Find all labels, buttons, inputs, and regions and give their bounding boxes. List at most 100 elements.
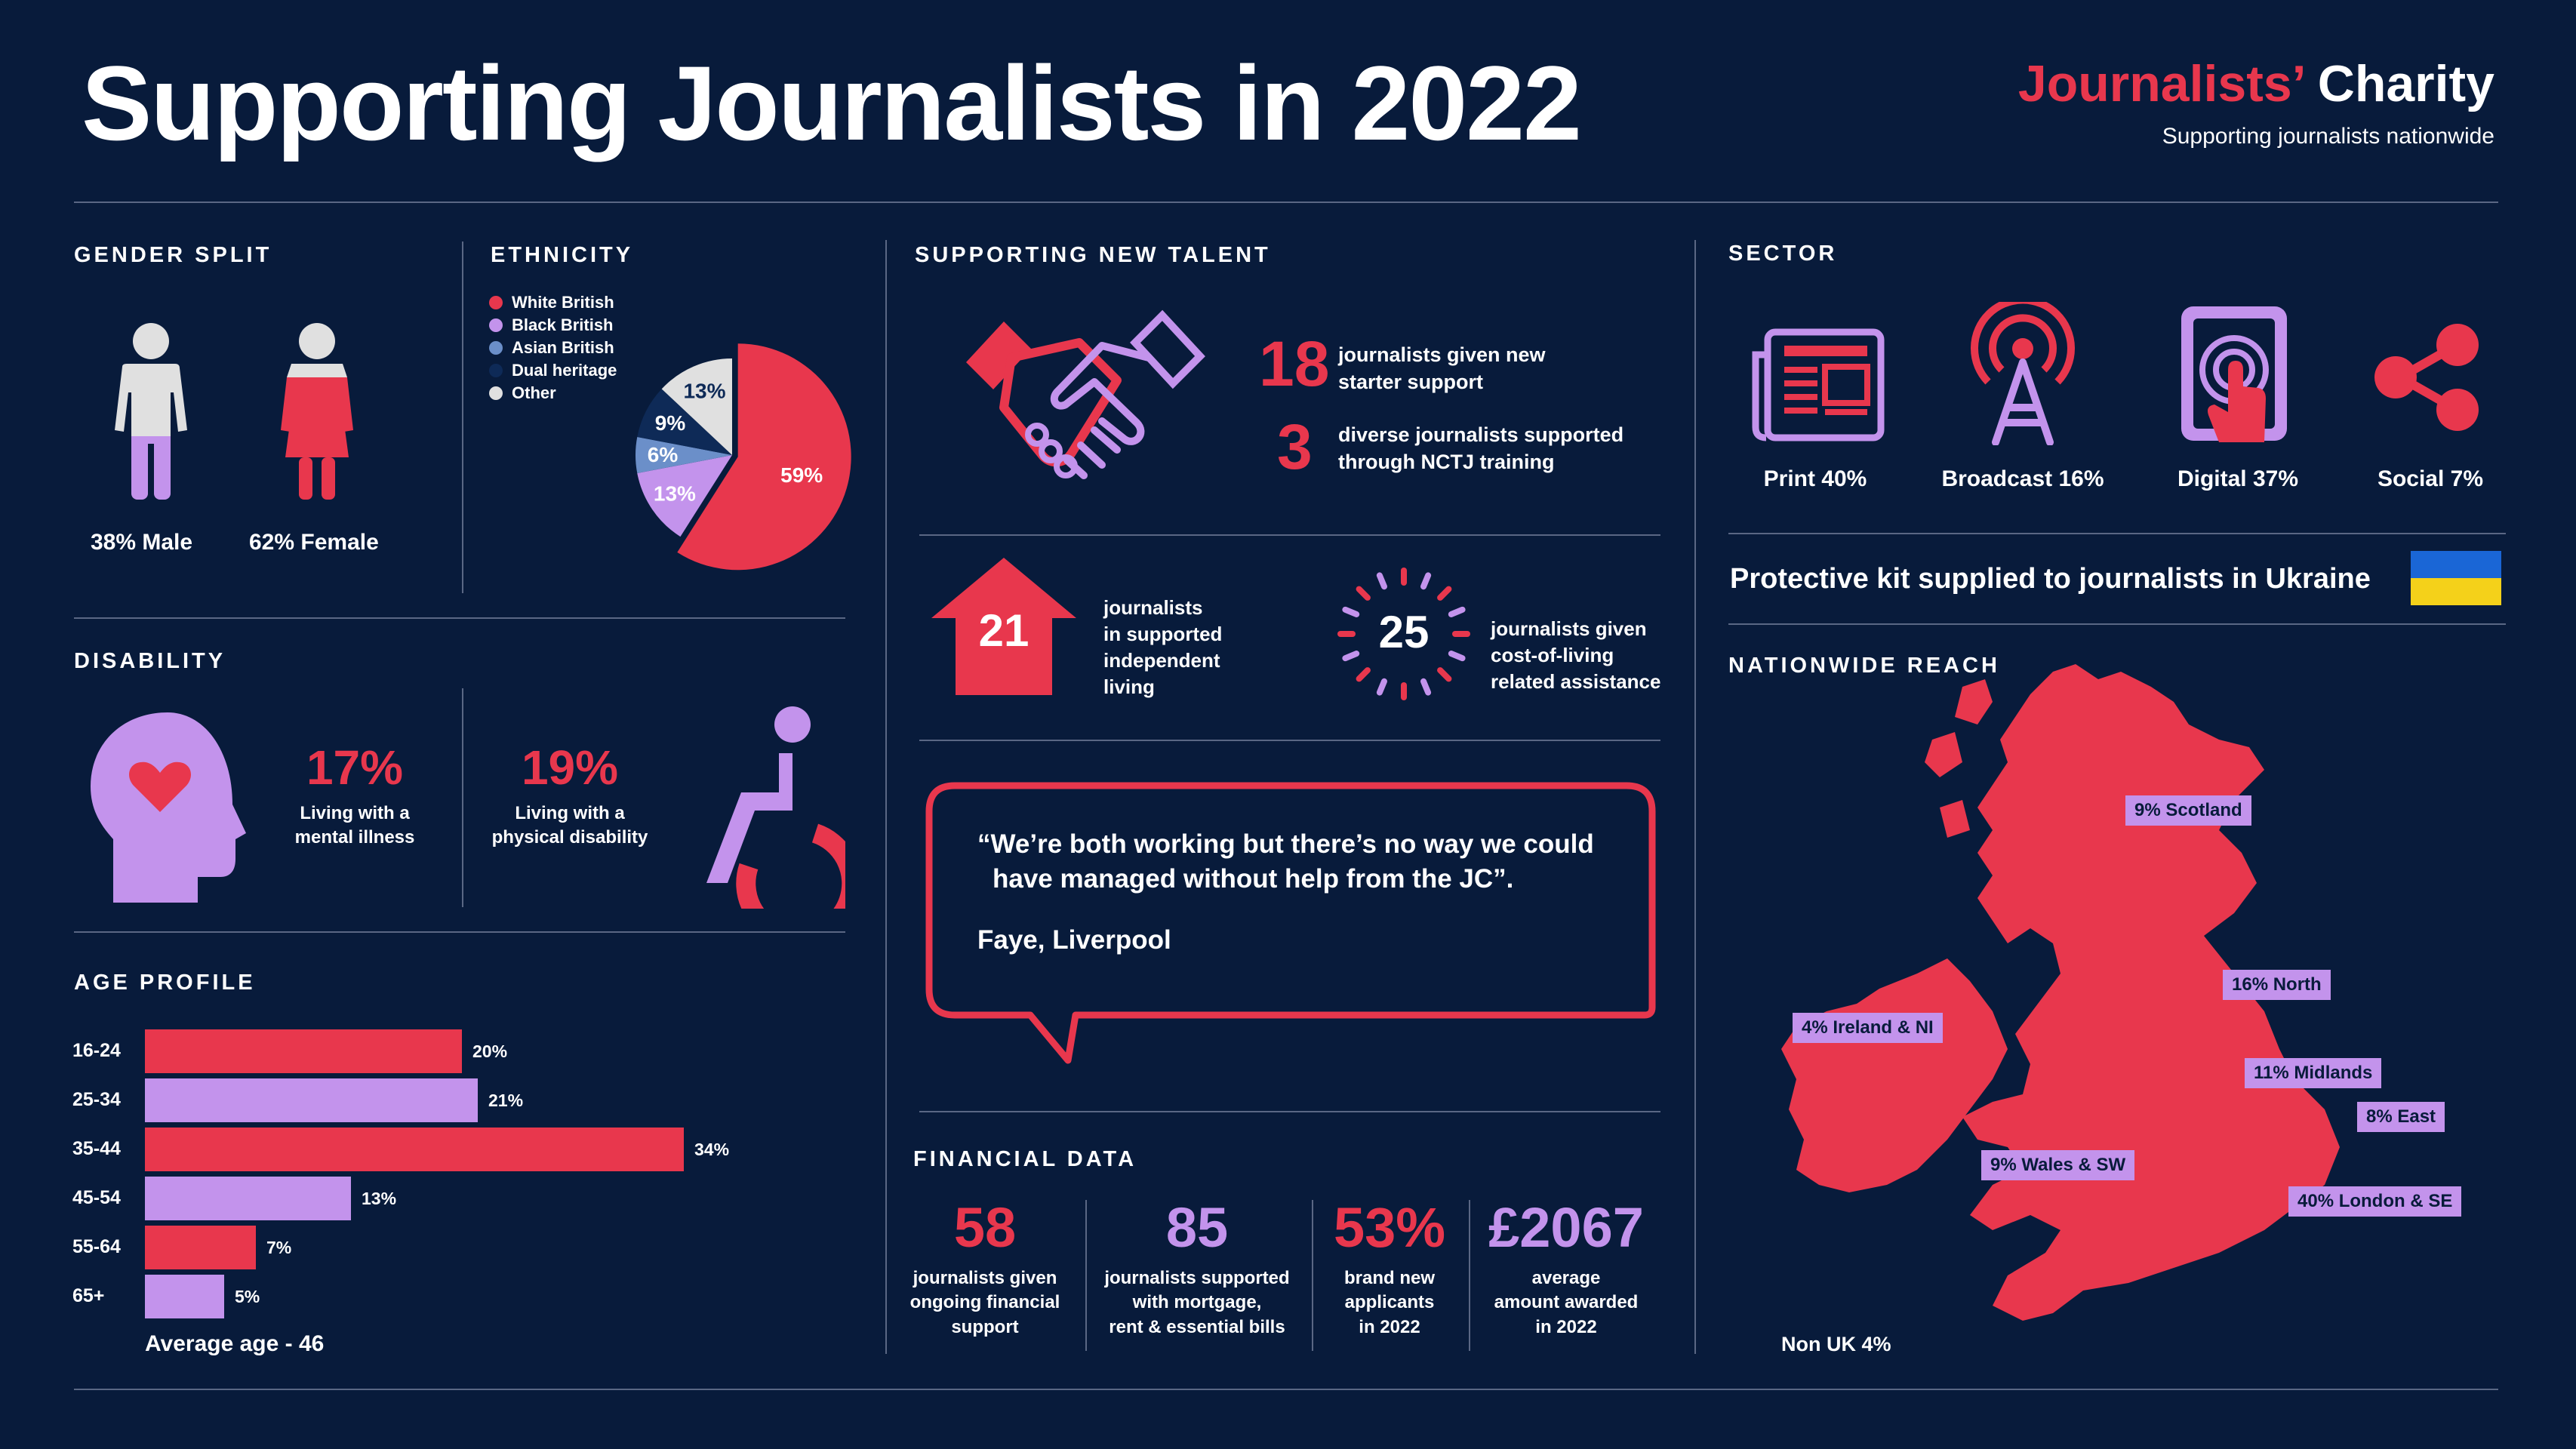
- financial-caption: brand new applicants in 2022: [1318, 1266, 1461, 1340]
- burst-ray: [1356, 586, 1371, 601]
- financial-item: 53% brand new applicants in 2022: [1318, 1200, 1461, 1340]
- financial-item: £2067 average amount awarded in 2022: [1472, 1200, 1660, 1340]
- burst-ray: [1448, 606, 1466, 617]
- male-figure-icon: [115, 323, 187, 500]
- financial-caption-line: rent & essential bills: [1109, 1316, 1285, 1337]
- section-heading-gender: GENDER SPLIT: [74, 243, 272, 267]
- pie-slice: [637, 389, 732, 455]
- head-heart-icon: [91, 712, 246, 903]
- financial-caption: average amount awarded in 2022: [1472, 1266, 1660, 1340]
- new-starter-caption: journalists given new starter support: [1338, 341, 1546, 396]
- new-starter-count: 18: [1259, 328, 1330, 399]
- age-category-label: 65+: [72, 1285, 105, 1306]
- independent-living-caption: journalists in supported independent liv…: [1103, 595, 1222, 700]
- burst-ray: [1437, 586, 1452, 601]
- financial-caption: journalists given ongoing financial supp…: [898, 1266, 1072, 1340]
- financial-divider: [1085, 1200, 1087, 1351]
- age-bar: [145, 1226, 256, 1269]
- burst-ray: [1356, 667, 1371, 682]
- living-caption-line: independent: [1103, 649, 1220, 672]
- female-figure-icon: [281, 323, 353, 500]
- quote-author: Faye, Liverpool: [977, 925, 1171, 955]
- age-category-label: 35-44: [72, 1138, 121, 1159]
- burst-ray: [1376, 572, 1387, 590]
- flag-yellow-stripe: [2411, 578, 2501, 605]
- section-heading-reach: NATIONWIDE REACH: [1728, 654, 2000, 678]
- share-icon: [2374, 324, 2479, 431]
- testimonial-quote: “We’re both working but there’s no way w…: [977, 827, 1594, 958]
- cost-of-living-caption: journalists given cost-of-living related…: [1491, 616, 1660, 695]
- physical-disability-caption-2: physical disability: [491, 827, 648, 848]
- average-age-label: Average age - 46: [145, 1331, 325, 1356]
- financial-caption-line: journalists supported: [1104, 1268, 1290, 1288]
- financial-caption-line: support: [951, 1316, 1019, 1337]
- age-category-label: 25-34: [72, 1089, 121, 1110]
- legend-label: Black British: [512, 315, 614, 334]
- sector-label-digital: Digital 37%: [2177, 466, 2299, 491]
- new-starter-caption-line: journalists given new: [1338, 343, 1546, 366]
- region-tag-wales: 9% Wales & SW: [1981, 1150, 2135, 1180]
- burst-ray: [1437, 667, 1452, 682]
- ukraine-flag-icon: [2411, 551, 2501, 605]
- age-bar: [145, 1078, 478, 1122]
- touchscreen-icon: [2181, 306, 2287, 442]
- financial-divider: [1469, 1200, 1470, 1351]
- burst-ray: [1342, 651, 1360, 662]
- col-caption-line: related assistance: [1491, 670, 1661, 694]
- pie-slice: [661, 358, 732, 455]
- ethnicity-legend: White British Black British Asian Britis…: [489, 291, 617, 405]
- age-value-label: 34%: [694, 1140, 730, 1159]
- financial-caption-line: with mortgage,: [1132, 1292, 1262, 1313]
- legend-dot: [489, 364, 503, 377]
- living-caption-line: living: [1103, 675, 1155, 699]
- legend-dot: [489, 341, 503, 355]
- age-category-label: 45-54: [72, 1187, 121, 1208]
- mental-illness-percentage: 17%: [306, 740, 404, 795]
- financial-number: 58: [953, 1196, 1017, 1259]
- new-starter-caption-line: starter support: [1338, 371, 1484, 394]
- legend-label: White British: [512, 293, 614, 312]
- legend-label: Other: [512, 383, 556, 402]
- divider-ukraine: [1728, 623, 2506, 625]
- financial-caption-line: amount awarded: [1494, 1292, 1639, 1313]
- region-tag-east: 8% East: [2357, 1102, 2445, 1132]
- legend-item: Other: [489, 382, 617, 405]
- col-caption-line: cost-of-living: [1491, 644, 1614, 667]
- pie-slice-label: 9%: [655, 411, 686, 435]
- male-percentage-label: 38% Male: [91, 530, 193, 555]
- wheelchair-icon: [706, 706, 845, 909]
- mental-illness-stat: 17% Living with a mental illness: [279, 740, 430, 851]
- region-tag-scotland: 9% Scotland: [2125, 795, 2251, 826]
- nctj-caption-line: through NCTJ training: [1338, 451, 1555, 474]
- legend-dot: [489, 318, 503, 332]
- age-bar: [145, 1128, 684, 1171]
- mental-illness-caption-1: Living with a: [300, 803, 410, 823]
- burst-icon: [1337, 568, 1470, 700]
- living-caption-line: journalists: [1103, 596, 1203, 619]
- section-heading-disability: DISABILITY: [74, 649, 226, 673]
- header-divider: [74, 202, 2498, 203]
- financial-number: 85: [1165, 1196, 1229, 1259]
- newspaper-icon: [1752, 328, 1885, 441]
- pie-slice-label: 13%: [683, 380, 725, 403]
- section-heading-talent: SUPPORTING NEW TALENT: [915, 243, 1271, 267]
- age-bar-chart: 16-24 20% 25-34 21% 35-44 34% 45-54 13% 55-64 7% 6…: [0, 1029, 885, 1324]
- burst-ray: [1448, 651, 1466, 662]
- sector-label-social: Social 7%: [2377, 466, 2484, 491]
- column-divider-2: [1694, 240, 1696, 1354]
- financial-caption-line: in 2022: [1535, 1316, 1597, 1337]
- age-bar: [145, 1029, 462, 1073]
- mental-illness-caption-2: mental illness: [294, 827, 415, 848]
- cost-of-living-count: 25: [1378, 607, 1430, 657]
- pie-slice: [637, 455, 732, 537]
- financial-item: 85 journalists supported with mortgage, …: [1091, 1200, 1303, 1340]
- legend-item: White British: [489, 291, 617, 314]
- financial-caption: journalists supported with mortgage, ren…: [1091, 1266, 1303, 1340]
- age-value-label: 20%: [472, 1041, 508, 1061]
- burst-ray: [1420, 678, 1432, 696]
- financial-item: 58 journalists given ongoing financial s…: [898, 1200, 1072, 1340]
- broadcast-tower-icon: [1971, 302, 2075, 445]
- pie-slice-label: 13%: [654, 482, 696, 506]
- financial-number: 53%: [1333, 1196, 1446, 1259]
- brand-tagline: Supporting journalists nationwide: [2162, 124, 2494, 149]
